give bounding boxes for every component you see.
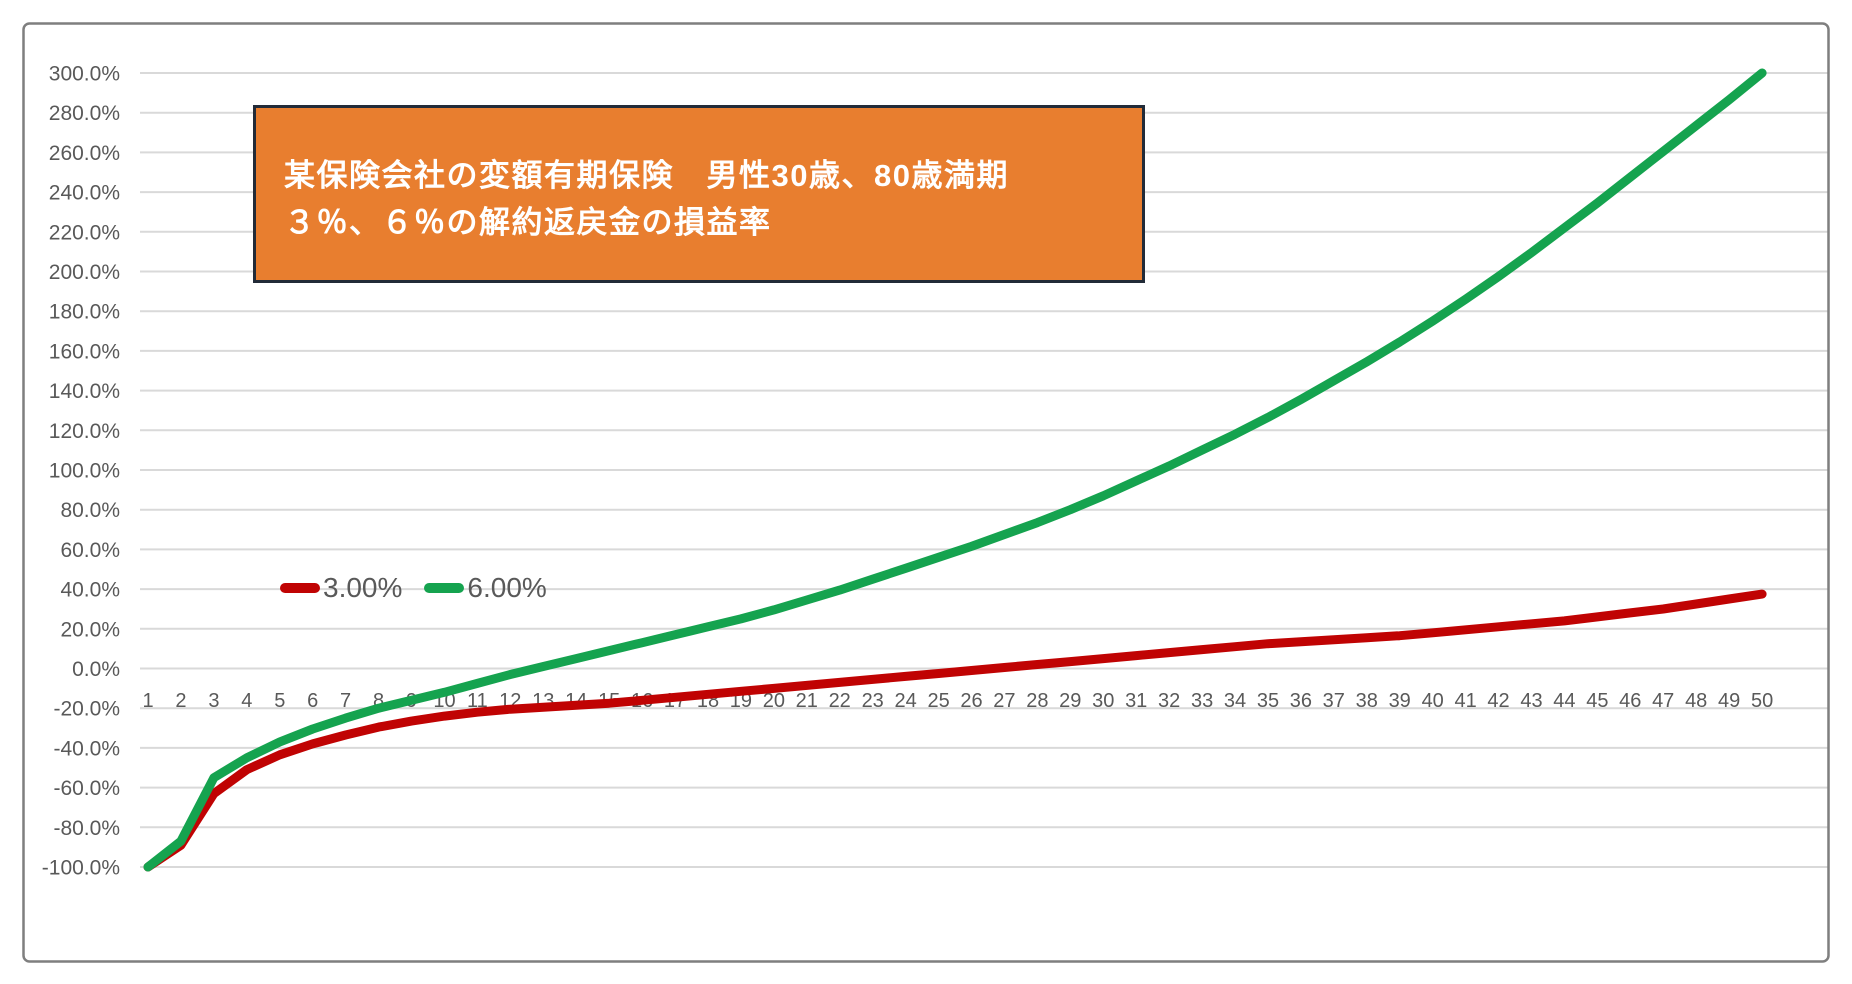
x-axis-tick-label: 6 (307, 690, 318, 712)
x-axis-tick-label: 8 (373, 690, 384, 712)
legend-label-6pct: 6.00% (467, 572, 547, 603)
x-axis-tick-label: 20 (763, 690, 785, 712)
x-axis-tick-label: 42 (1487, 690, 1509, 712)
x-axis-tick-label: 35 (1257, 690, 1279, 712)
x-axis-tick-label: 38 (1356, 690, 1378, 712)
x-axis-tick-label: 50 (1751, 690, 1773, 712)
x-axis-tick-label: 49 (1718, 690, 1740, 712)
y-axis-tick-label: -100.0% (42, 857, 120, 880)
x-axis-tick-label: 7 (340, 690, 351, 712)
y-axis-tick-label: -80.0% (53, 817, 120, 840)
x-axis-tick-label: 48 (1685, 690, 1707, 712)
x-axis-tick-label: 27 (993, 690, 1015, 712)
legend-entry-6pct: 6.00% (424, 570, 547, 606)
y-axis-tick-label: 300.0% (49, 63, 120, 86)
x-axis-tick-label: 26 (960, 690, 982, 712)
x-axis-tick-label: 2 (175, 690, 186, 712)
x-axis-tick-label: 46 (1619, 690, 1641, 712)
x-axis-tick-label: 4 (241, 690, 252, 712)
chart-title-line2: ３％、６％の解約返戻金の損益率 (284, 205, 772, 240)
y-axis-tick-label: 120.0% (49, 420, 120, 443)
x-axis-tick-label: 30 (1092, 690, 1114, 712)
x-axis-tick-label: 29 (1059, 690, 1081, 712)
x-axis-tick-label: 5 (274, 690, 285, 712)
y-axis-tick-label: 260.0% (49, 142, 120, 165)
chart-outer-border (22, 22, 1830, 963)
x-axis-tick-label: 24 (894, 690, 916, 712)
x-axis-tick-label: 1 (142, 690, 153, 712)
y-axis-tick-label: 280.0% (49, 102, 120, 125)
series-lines (143, 68, 1767, 872)
legend-marker-3pct-icon (280, 583, 320, 593)
y-axis-tick-label: 40.0% (60, 579, 120, 602)
y-axis-tick-label: 0.0% (72, 658, 120, 681)
y-axis-tick-label: -60.0% (53, 777, 120, 800)
chart-title-line1: 某保険会社の変額有期保険 男性30歳、80歳満期 (284, 158, 1009, 193)
legend-label-3pct: 3.00% (323, 572, 403, 603)
x-axis-tick-label: 45 (1586, 690, 1608, 712)
x-axis-tick-label: 40 (1422, 690, 1444, 712)
y-axis-tick-label: 240.0% (49, 182, 120, 205)
line-series-3pct (143, 589, 1767, 872)
x-axis-tick-label: 11 (467, 690, 488, 712)
y-axis-tick-label: -40.0% (53, 737, 120, 760)
line-series-6pct (143, 68, 1767, 872)
x-axis-tick-label: 23 (862, 690, 884, 712)
y-axis-tick-label: 200.0% (49, 261, 120, 284)
x-axis-tick-label: 32 (1158, 690, 1180, 712)
x-axis-tick-label: 21 (796, 690, 818, 712)
x-axis-tick-label: 34 (1224, 690, 1246, 712)
x-axis-tick-label: 3 (208, 690, 219, 712)
y-axis-tick-label: 100.0% (49, 460, 120, 483)
x-axis-tick-label: 36 (1290, 690, 1312, 712)
x-axis-tick-label: 33 (1191, 690, 1213, 712)
y-axis-tick-label: -20.0% (53, 698, 120, 721)
x-axis-tick-label: 39 (1389, 690, 1411, 712)
x-axis-tick-label: 25 (927, 690, 949, 712)
y-axis-tick-label: 220.0% (49, 221, 120, 244)
y-axis-tick-label: 80.0% (60, 499, 120, 522)
y-axis-tick-label: 160.0% (49, 340, 120, 363)
y-axis-labels: 300.0% 280.0% 260.0% 240.0% 220.0% 200.0% 180.… (42, 63, 120, 880)
y-axis-tick-label: 60.0% (60, 539, 120, 562)
chart-title-box: 某保険会社の変額有期保険 男性30歳、80歳満期 ３％、６％の解約返戻金の損益率 (253, 105, 1145, 283)
x-axis-tick-label: 31 (1125, 690, 1147, 712)
x-axis-tick-label: 28 (1026, 690, 1048, 712)
chart-legend: 3.00% 6.00% (280, 570, 547, 606)
y-axis-tick-label: 180.0% (49, 301, 120, 324)
x-axis-tick-label: 41 (1454, 690, 1476, 712)
y-axis-tick-label: 20.0% (60, 618, 120, 641)
x-axis-tick-label: 43 (1520, 690, 1542, 712)
x-axis-tick-label: 47 (1652, 690, 1674, 712)
legend-marker-6pct-icon (424, 583, 465, 593)
x-axis-tick-label: 44 (1553, 690, 1575, 712)
legend-entry-3pct: 3.00% (280, 570, 402, 606)
x-axis-tick-label: 22 (829, 690, 851, 712)
x-axis-tick-label: 37 (1323, 690, 1345, 712)
y-axis-tick-label: 140.0% (49, 380, 120, 403)
